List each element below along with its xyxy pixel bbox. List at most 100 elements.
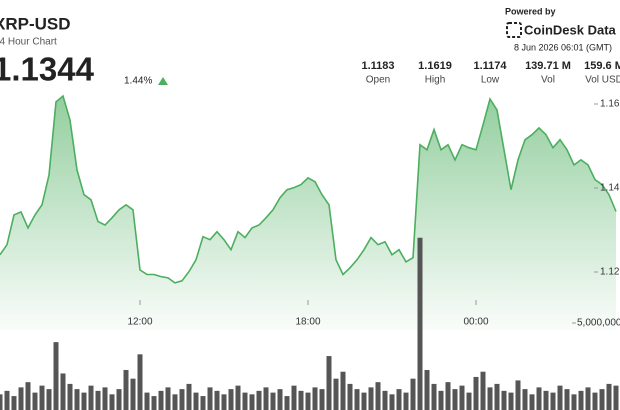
volume-bar — [522, 389, 528, 410]
volume-bar — [60, 373, 66, 410]
volume-bar — [67, 383, 73, 410]
stat-value: 1.1183 — [361, 60, 394, 72]
volume-bar — [480, 371, 486, 410]
volume-bar — [39, 385, 45, 410]
volume-bar — [305, 392, 311, 410]
volume-bar — [326, 356, 332, 410]
volume-bar — [529, 394, 535, 410]
volume-bar — [375, 382, 381, 410]
y2-tick-label: 5,000,000 — [577, 318, 620, 329]
volume-bar — [564, 389, 570, 410]
volume-bar — [459, 385, 465, 410]
volume-bar — [4, 390, 10, 410]
brand-logo — [506, 22, 522, 38]
chart-subtitle: 24 Hour Chart — [0, 37, 57, 48]
volume-bar — [270, 392, 276, 410]
volume-bar — [11, 396, 17, 410]
volume-bar — [186, 383, 192, 410]
brand: CoinDesk Data — [524, 22, 617, 37]
volume-bar — [613, 385, 619, 410]
volume-bar — [137, 354, 143, 410]
volume-bar — [158, 390, 164, 410]
price: 1.1344 — [0, 51, 95, 88]
stat-value: 159.6 M — [584, 60, 620, 72]
volume-bar — [277, 389, 283, 410]
volume-bar — [102, 387, 108, 410]
chart-title: XRP-USD — [0, 14, 71, 33]
volume-bar — [585, 387, 591, 410]
volume-bar — [487, 387, 493, 410]
volume-bar — [221, 394, 227, 410]
volume-bar — [298, 390, 304, 410]
stat-label: Vol — [541, 75, 555, 86]
volume-bar — [207, 387, 213, 410]
plot-area: 1.12 1.14 1.16 5,000,000 12:00 18:00 00:00 — [0, 94, 620, 410]
stat-value: 1.1619 — [418, 60, 452, 72]
volume-bar — [515, 380, 521, 410]
y-tick-label: 1.16 — [600, 99, 620, 110]
volume-bar — [452, 389, 458, 410]
header: XRP-USD 24 Hour Chart 1.1344 1.44% Power… — [0, 0, 620, 90]
stat-value: 139.71 M — [525, 60, 571, 72]
volume-bar — [228, 389, 234, 410]
volume-bar — [284, 396, 290, 410]
volume-bar — [354, 389, 360, 410]
volume-bar — [501, 390, 507, 410]
volume-bar — [256, 390, 262, 410]
volume-bar — [396, 389, 402, 410]
volume-bar — [438, 390, 444, 410]
volume-bar — [347, 383, 353, 410]
volume-bar — [81, 392, 87, 410]
volume-bar — [109, 394, 115, 410]
stat-label: Open — [366, 75, 390, 86]
volume-bar — [18, 387, 24, 410]
stat-value: 1.1174 — [473, 60, 507, 72]
timestamp: 8 Jun 2026 06:01 (GMT) — [514, 42, 612, 52]
volume-bar — [319, 389, 325, 410]
volume-bar — [361, 392, 367, 410]
volume-bar — [123, 369, 129, 410]
volume-bar — [550, 392, 556, 410]
volume-bar — [130, 378, 136, 410]
volume-bar — [95, 390, 101, 410]
volume-bar — [431, 383, 437, 410]
volume-bar — [88, 385, 94, 410]
volume-bar — [200, 396, 206, 410]
volume-bar — [263, 387, 269, 410]
volume-bar — [249, 394, 255, 410]
volume-bar — [417, 237, 423, 410]
y-tick-label: 1.14 — [600, 183, 620, 194]
volume-bar — [165, 387, 171, 410]
volume-bar — [382, 390, 388, 410]
volume-bar — [340, 371, 346, 410]
volume-bar — [424, 369, 430, 410]
volume-bar — [151, 396, 157, 410]
header-bg — [0, 0, 620, 90]
volume-bar — [592, 392, 598, 410]
powered-by: Powered by — [505, 6, 556, 16]
volume-bar — [606, 383, 612, 410]
price-area — [0, 96, 616, 330]
volume-bar — [312, 387, 318, 410]
volume-bar — [578, 390, 584, 410]
volume-bar — [508, 392, 514, 410]
volume-bar — [466, 392, 472, 410]
volume-bar — [214, 390, 220, 410]
volume-bar — [144, 392, 150, 410]
volume-bar — [403, 392, 409, 410]
volume-bar — [571, 394, 577, 410]
volume-bar — [333, 378, 339, 410]
volume-bar — [53, 342, 59, 410]
volume-bar — [445, 382, 451, 410]
volume-bar — [116, 389, 122, 410]
volume-bar — [46, 389, 52, 410]
volume-bar — [193, 392, 199, 410]
volume-bar — [32, 392, 38, 410]
volume-bar — [599, 389, 605, 410]
volume-bar — [494, 383, 500, 410]
x-tick-label: 12:00 — [127, 317, 152, 328]
stat-label: High — [425, 75, 446, 86]
volume-bar — [473, 376, 479, 410]
volume-bar — [242, 392, 248, 410]
